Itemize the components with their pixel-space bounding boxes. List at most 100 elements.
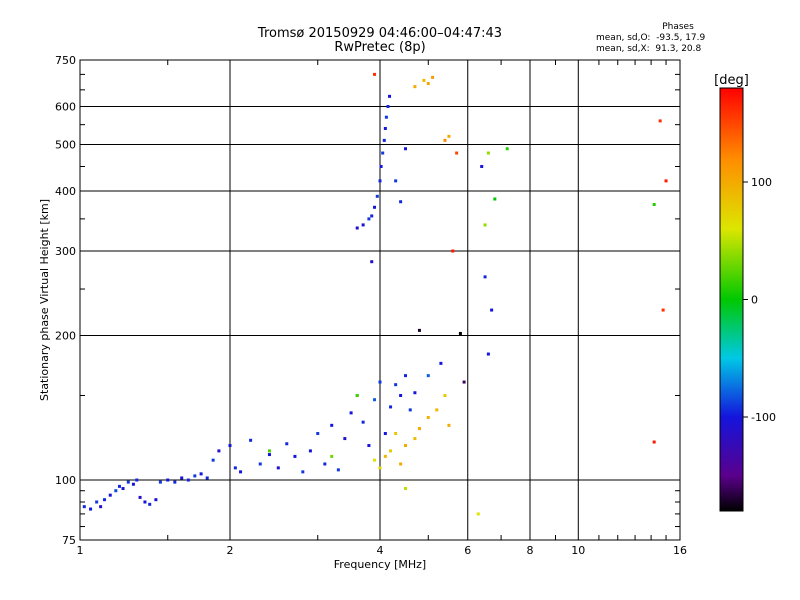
data-point [89, 507, 93, 511]
data-point [373, 72, 377, 76]
data-point [154, 498, 158, 502]
data-point [258, 462, 262, 466]
data-point [193, 474, 197, 478]
x-tick-label: 2 [227, 544, 234, 557]
y-tick-label: 500 [55, 139, 76, 152]
data-point [426, 82, 430, 86]
data-point [443, 394, 447, 398]
data-point [349, 411, 353, 415]
x-tick-label: 16 [673, 544, 687, 557]
y-axis-label: Stationary phase Virtual Height [km] [38, 199, 51, 401]
data-point [267, 453, 271, 457]
data-point [103, 498, 107, 502]
colorbar-tick-label: -100 [751, 411, 776, 424]
data-point [483, 275, 487, 279]
data-point [355, 394, 359, 398]
data-point [378, 179, 382, 183]
data-point [383, 432, 387, 436]
data-point [336, 468, 340, 472]
colorbar-tick-label: 100 [751, 176, 772, 189]
data-point [126, 480, 130, 484]
data-point [413, 437, 417, 441]
data-point [199, 472, 203, 476]
y-tick-label: 100 [55, 474, 76, 487]
data-point [239, 470, 243, 474]
data-point [480, 164, 484, 168]
phase-stats-o: mean, sd,O: -93.5, 17.9 [596, 33, 706, 43]
colorbar-tick-label: 0 [751, 294, 758, 307]
data-point [121, 487, 125, 491]
data-point [378, 466, 382, 470]
data-point [285, 442, 289, 446]
data-point [386, 105, 390, 109]
data-point [370, 214, 374, 218]
data-point [394, 432, 398, 436]
data-point [413, 391, 417, 395]
data-point [652, 202, 656, 206]
data-point [131, 482, 135, 486]
data-point [343, 437, 347, 441]
chart-title: Tromsø 20150929 04:46:00–04:47:43 [257, 26, 503, 41]
series-1 [267, 75, 656, 491]
data-point [108, 493, 112, 497]
data-point [228, 444, 232, 448]
chart-subtitle: RwPretec (8p) [334, 40, 426, 55]
data-point [426, 415, 430, 419]
data-point [443, 138, 447, 142]
data-point [435, 408, 439, 412]
data-point [451, 249, 455, 253]
data-point [458, 331, 462, 335]
y-tick-label: 200 [55, 330, 76, 343]
data-point [664, 179, 668, 183]
data-point [330, 454, 334, 458]
data-point [293, 454, 297, 458]
data-point [114, 489, 118, 493]
data-point [422, 78, 426, 82]
data-point [323, 462, 327, 466]
data-point [490, 308, 494, 312]
data-point [462, 380, 466, 384]
data-point [431, 75, 435, 79]
data-point [370, 260, 374, 264]
data-point [394, 383, 398, 387]
data-point [417, 328, 421, 332]
data-point [301, 470, 305, 474]
data-point [403, 444, 407, 448]
data-point [447, 423, 451, 427]
data-point [373, 458, 377, 462]
data-point [233, 466, 237, 470]
data-point [166, 478, 170, 482]
data-point [378, 380, 382, 384]
data-point [308, 449, 312, 453]
data-point [417, 427, 421, 431]
data-point [394, 179, 398, 183]
data-point [388, 94, 392, 98]
data-point [381, 151, 385, 155]
data-point [211, 458, 215, 462]
data-point [138, 495, 142, 499]
data-point [330, 423, 334, 427]
data-point [379, 164, 383, 168]
data-point [455, 151, 459, 155]
data-point [389, 405, 393, 409]
data-point [384, 115, 388, 119]
data-point [186, 478, 190, 482]
data-point [403, 487, 407, 491]
data-point [383, 454, 387, 458]
data-point [658, 119, 662, 123]
x-tick-label: 4 [377, 544, 384, 557]
data-point [403, 374, 407, 378]
y-tick-label: 400 [55, 185, 76, 198]
data-point [158, 480, 162, 484]
data-point [373, 398, 377, 402]
data-point [316, 432, 320, 436]
data-point [375, 194, 379, 198]
phase-colorbar [719, 87, 744, 512]
data-point [413, 85, 417, 89]
data-point [399, 200, 403, 204]
data-point [82, 505, 86, 509]
data-point [426, 374, 430, 378]
data-point [367, 217, 371, 221]
data-point [505, 147, 509, 151]
